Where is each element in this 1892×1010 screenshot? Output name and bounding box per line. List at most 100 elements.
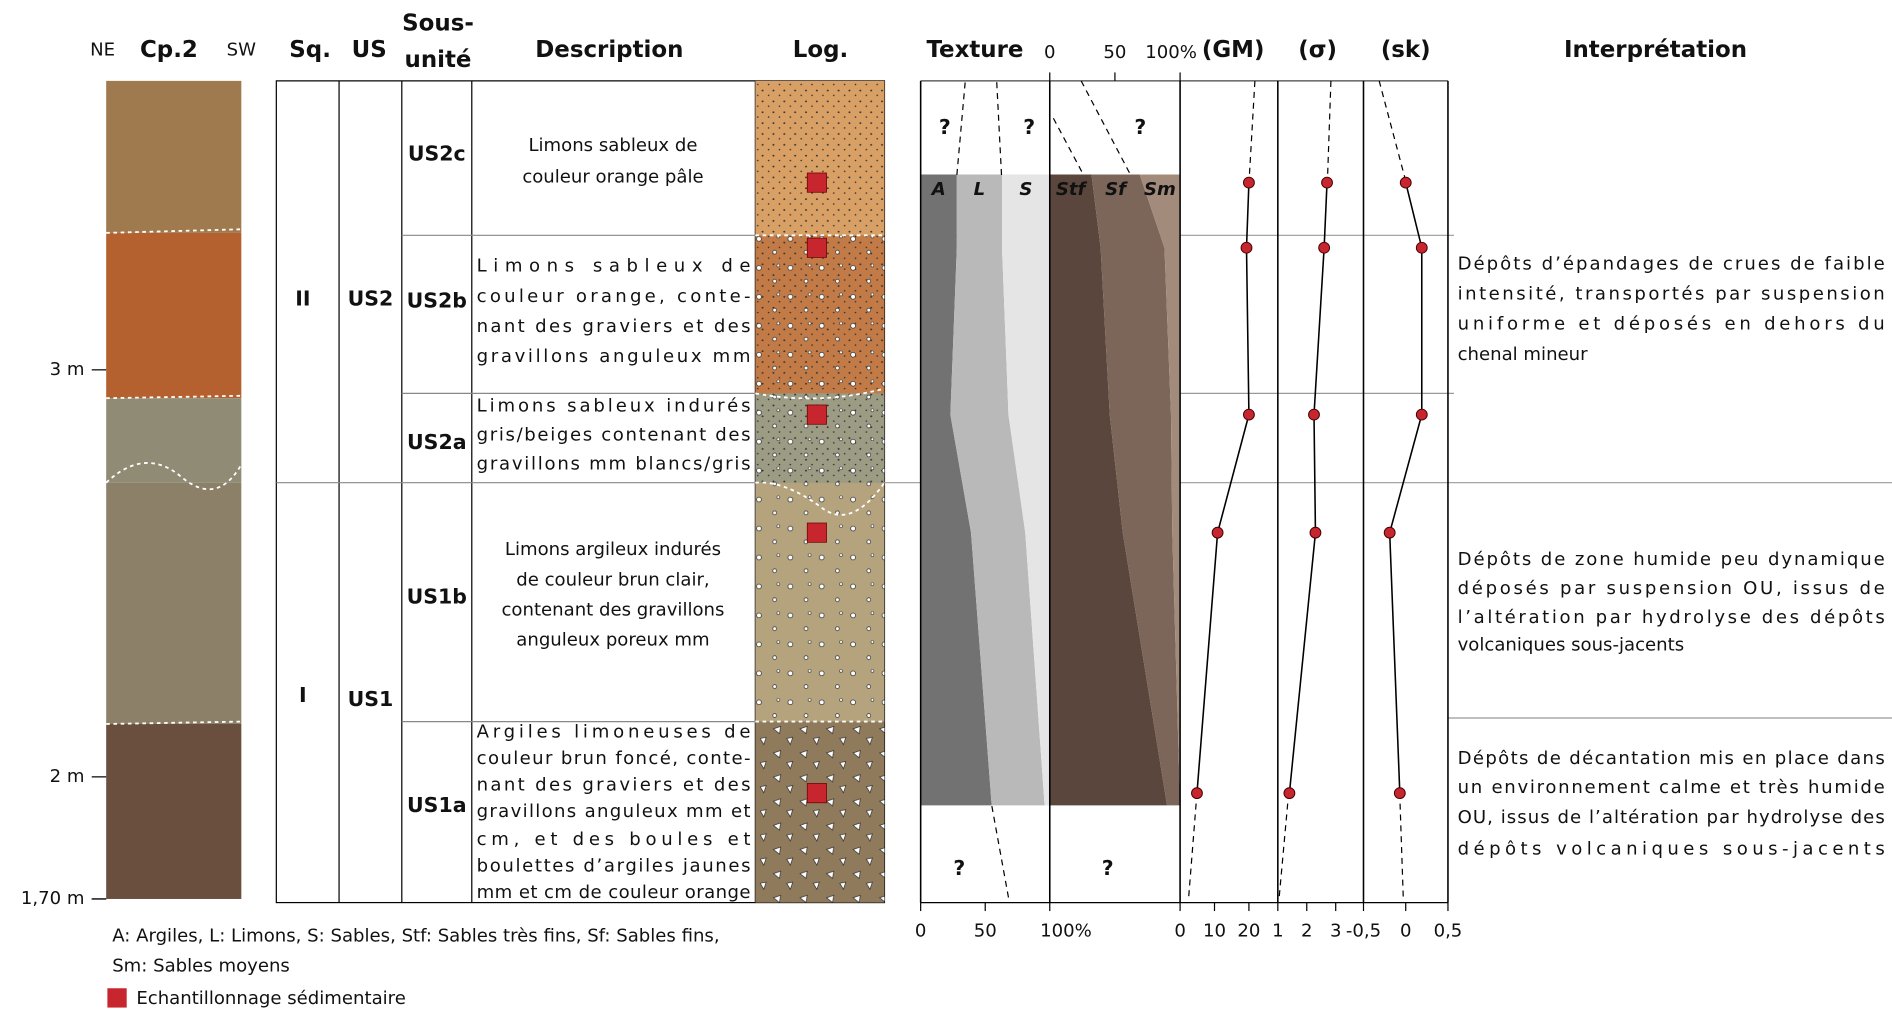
unknown-marker: ? xyxy=(953,856,965,880)
plot-point xyxy=(1309,526,1322,539)
plot-point xyxy=(1393,787,1406,800)
x-tick-label: 3 xyxy=(1330,921,1342,942)
header: Sq. xyxy=(289,37,331,63)
plot-point xyxy=(1308,408,1320,421)
plot-point xyxy=(1321,176,1333,189)
description-line: anguleux poreux mm xyxy=(516,630,709,651)
x-tick-label: 10 xyxy=(1203,921,1226,942)
unknown-marker: ? xyxy=(939,115,951,139)
description-line: cm, et des boules et xyxy=(477,829,751,850)
plot-point xyxy=(1318,241,1331,254)
extrapolation-lines xyxy=(956,80,1407,900)
description-line: couleur orange, conte- xyxy=(477,286,751,307)
description-line: gravillons mm blancs/gris xyxy=(477,454,751,475)
description-line: mm et cm de couleur orange xyxy=(477,882,751,903)
header: Texture xyxy=(926,37,1023,63)
texture-label: Sm xyxy=(1144,179,1176,200)
plot-point xyxy=(1415,241,1428,254)
interpretation-line: uniforme et déposés en dehors du xyxy=(1458,314,1885,335)
plot-point xyxy=(1399,176,1412,189)
plot-line xyxy=(1388,182,1423,794)
x-tick-label: 0 xyxy=(1400,921,1412,942)
x-tick-label: 100% xyxy=(1145,42,1197,63)
plot-point xyxy=(1243,408,1255,421)
subunit-label: US2c xyxy=(408,141,466,165)
description-line: gravillons anguleux mm et xyxy=(477,801,751,822)
x-tick-label: 0 xyxy=(1044,42,1056,63)
legend-text: Echantillonnage sédimentaire xyxy=(136,988,406,1009)
interpretation-line: Dépôts de zone humide peu dynamique xyxy=(1458,549,1885,570)
x-tick-label: 0 xyxy=(915,921,927,942)
texture-label: S xyxy=(1019,179,1032,200)
texture-area xyxy=(1049,174,1168,806)
plot-point xyxy=(1383,526,1396,539)
legend-swatch xyxy=(107,988,127,1008)
texture-label: Sf xyxy=(1105,179,1128,200)
x-tick-label: 2 xyxy=(1301,921,1313,942)
plot-point xyxy=(1243,176,1255,189)
unit: US2 xyxy=(348,286,394,310)
interpretation-line: Dépôts de décantation mis en place dans xyxy=(1458,748,1885,769)
x-tick-label: -0,5 xyxy=(1346,921,1381,942)
subunit-label: US1b xyxy=(407,584,467,608)
plot-point xyxy=(1240,241,1253,254)
header: US xyxy=(352,37,387,63)
depth-tick-label: 2 m xyxy=(50,766,85,787)
content: 3 m 2 m 1,70 m NE Cp.2 SW Sq. US Sous-unité Descr… xyxy=(21,11,1885,1009)
texture-area xyxy=(1001,174,1050,806)
description-line: couleur brun foncé, conte- xyxy=(477,748,751,769)
plot-point xyxy=(1283,787,1296,800)
interpretation-line: OU, issus de l’altération par hydrolyse … xyxy=(1458,807,1885,828)
plot-point xyxy=(1211,526,1224,539)
x-tick-label: 50 xyxy=(974,921,997,942)
x-tick-label: 100% xyxy=(1040,921,1092,942)
plot-point xyxy=(1415,408,1428,421)
unit: US1 xyxy=(348,687,394,711)
texture-area xyxy=(920,174,992,806)
photo-title: Cp.2 xyxy=(140,37,198,63)
header: Log. xyxy=(793,37,848,63)
plot-title: (sk) xyxy=(1381,37,1431,63)
interpretation-line: volcaniques sous-jacents xyxy=(1458,635,1685,656)
header: Sous- xyxy=(402,11,474,37)
interpretation-line: dépôts volcaniques sous-jacents xyxy=(1458,838,1885,859)
header: Description xyxy=(535,37,683,63)
description-line: de couleur brun clair, xyxy=(516,569,709,590)
description-line: Limons sableux de xyxy=(528,135,697,156)
log-column xyxy=(755,80,886,903)
x-tick-label: 0 xyxy=(1174,921,1186,942)
description-line: gris/beiges contenant des xyxy=(477,425,751,446)
description-line: nant des graviers et des xyxy=(477,775,751,796)
x-tick-label: 0,5 xyxy=(1434,921,1463,942)
depth-tick-label: 1,70 m xyxy=(21,888,85,909)
x-tick-label: 50 xyxy=(1103,42,1126,63)
header: Interprétation xyxy=(1564,37,1747,63)
texture-area xyxy=(1139,174,1181,806)
plot-title: (GM) xyxy=(1202,37,1265,63)
subunit-label: US2b xyxy=(407,289,467,313)
interpretation-line: chenal mineur xyxy=(1458,344,1588,365)
interpretation-line: un environnement calme et très humide xyxy=(1458,777,1885,798)
unknown-marker: ? xyxy=(1023,115,1035,139)
depth-tick-label: 3 m xyxy=(50,359,85,380)
texture-label: L xyxy=(974,179,986,200)
unknown-marker: ? xyxy=(1102,856,1114,880)
texture-area xyxy=(950,174,1045,806)
header: unité xyxy=(405,47,472,73)
description-line: Argiles limoneuses de xyxy=(477,721,751,742)
sequence: II xyxy=(295,286,310,310)
description-line: couleur orange pâle xyxy=(522,166,703,187)
interpretation-line: Dépôts d’épandages de crues de faible xyxy=(1458,253,1885,274)
sample-marker xyxy=(806,522,827,543)
texture-label: Stf xyxy=(1056,179,1088,200)
description-line: gravillons anguleux mm xyxy=(477,346,751,367)
description-line: boulettes d’argiles jaunes xyxy=(477,855,751,876)
plot-line xyxy=(1196,182,1250,794)
plot-point xyxy=(1191,787,1203,800)
subunit-label: US2a xyxy=(407,430,467,454)
texture-label: A xyxy=(930,179,946,200)
texture-area xyxy=(1091,174,1181,806)
description-line: contenant des gravillons xyxy=(501,600,724,621)
sample-marker xyxy=(806,404,827,425)
